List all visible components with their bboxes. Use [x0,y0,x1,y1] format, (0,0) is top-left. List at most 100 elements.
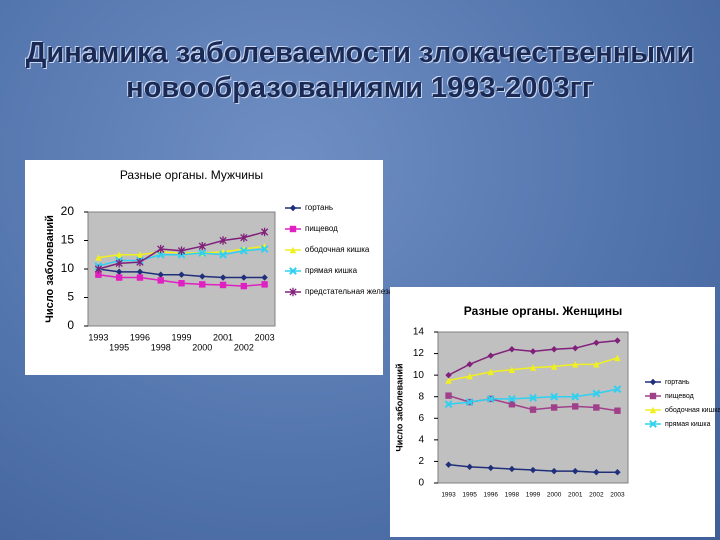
x-tick-label: 1995 [462,492,477,499]
marker [136,257,144,267]
marker [136,268,144,276]
marker [289,246,297,254]
marker [649,378,657,386]
x-tick-label: 1998 [151,342,171,352]
x-tick-label: 1999 [526,492,541,499]
marker [115,268,123,276]
marker [178,271,185,278]
y-tick-label: 10 [61,261,75,275]
x-tick-label: 1998 [505,492,520,499]
marker [94,264,103,274]
legend-label: прямая кишка [665,421,711,428]
marker [156,250,165,259]
marker [466,361,473,368]
marker [444,400,453,409]
y-tick-label: 0 [67,318,74,332]
x-tick-label: 2003 [610,492,625,499]
marker [445,461,452,468]
marker [219,281,227,289]
marker [571,392,580,401]
y-tick-label: 20 [61,204,75,218]
marker [136,274,144,281]
marker [465,398,474,407]
marker [289,204,297,212]
marker [572,403,579,410]
marker [239,246,248,255]
marker [219,236,227,245]
marker [260,227,269,237]
x-tick-label: 1995 [109,342,129,352]
legend-label: гортань [305,203,333,212]
x-tick-label: 1993 [88,332,108,342]
marker [95,254,102,261]
y-tick-label: 8 [418,391,424,402]
marker [445,392,452,399]
marker [649,420,657,428]
marker [261,281,268,288]
marker [508,346,516,353]
marker [572,467,579,475]
marker [289,267,297,275]
marker [178,280,185,287]
marker [649,406,657,414]
x-tick-label: 1993 [441,492,456,499]
x-tick-label: 1999 [171,332,191,342]
x-tick-label: 2001 [568,492,583,499]
chart-title: Разные органы. Женщины [464,304,622,318]
marker [115,274,123,281]
y-tick-label: 12 [413,348,425,359]
marker [649,392,657,400]
marker [260,245,269,253]
x-tick-label: 1996 [130,332,150,342]
marker [95,271,102,278]
marker [240,233,248,242]
marker [529,466,537,474]
x-tick-label: 2002 [234,342,254,352]
x-tick-label: 2000 [192,342,212,352]
marker [445,371,452,379]
x-tick-label: 2000 [547,492,562,499]
legend-label: прямая кишка [305,266,358,275]
y-tick-label: 15 [61,233,75,247]
marker [529,364,537,371]
marker [592,389,601,398]
marker [115,259,123,268]
marker [487,368,494,376]
y-axis-label: Число заболеваний [44,215,56,323]
marker [240,274,248,281]
marker [593,404,600,411]
marker [508,366,516,373]
marker [466,373,473,380]
marker [508,465,516,473]
marker [289,225,297,233]
marker [466,463,473,471]
marker [614,407,621,414]
marker [486,394,495,403]
marker [593,339,600,346]
y-tick-label: 14 [413,327,425,338]
legend-label: ободочная кишка [305,245,370,254]
marker [614,469,621,476]
y-tick-label: 5 [67,290,74,304]
x-tick-label: 2001 [213,332,233,342]
marker [445,377,452,384]
marker [572,344,579,352]
y-tick-label: 2 [418,456,424,467]
marker [507,394,516,403]
marker [199,281,206,288]
marker [261,274,268,281]
marker [177,246,186,255]
marker [136,251,144,258]
marker [614,337,621,344]
marker [550,363,558,370]
marker [572,361,579,368]
marker [157,277,164,284]
marker [508,401,516,408]
y-tick-label: 4 [418,434,424,445]
marker [593,361,600,368]
marker [529,406,537,413]
legend-label: ободочная кишка [665,406,720,414]
marker [289,287,297,297]
marker [529,348,537,355]
